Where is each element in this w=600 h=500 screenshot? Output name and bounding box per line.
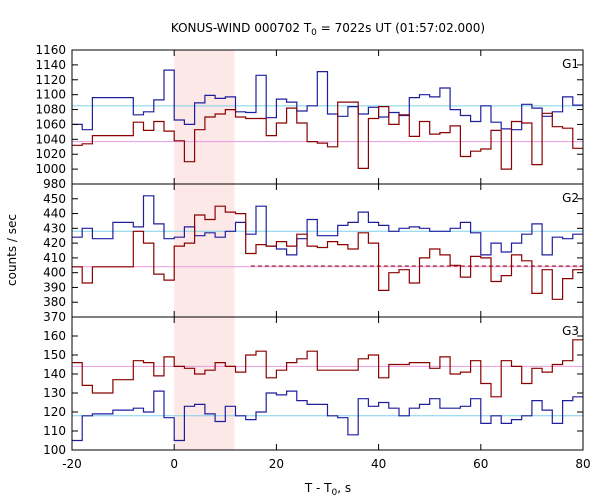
y-tick-label: 980: [43, 177, 66, 191]
x-tick-label: 20: [269, 457, 284, 471]
xlabel-main: T - T: [304, 481, 332, 495]
y-tick-label: 440: [43, 207, 66, 221]
title-subscript: 0: [311, 28, 317, 38]
y-tick-label: 1140: [35, 58, 66, 72]
y-tick-label: 420: [43, 236, 66, 250]
y-tick-label: 160: [43, 329, 66, 343]
y-tick-label: 100: [43, 443, 66, 457]
x-tick-label: 40: [371, 457, 386, 471]
y-tick-label: 390: [43, 280, 66, 294]
series-blue: [72, 390, 583, 442]
panel-g3: 100 110 120 130 140 150 160 G3: [43, 316, 584, 457]
y-tick-label: 1100: [35, 88, 66, 102]
title-main: KONUS-WIND 000702 T: [171, 21, 312, 35]
y-tick-label: 380: [43, 295, 66, 309]
y-axis-label: counts / sec: [5, 214, 19, 286]
y-tick-label: 1000: [35, 162, 66, 176]
x-tick-label: 0: [170, 457, 178, 471]
y-tick-label: 1020: [35, 147, 66, 161]
x-tick-label: 60: [473, 457, 488, 471]
y-tick-label: 370: [43, 310, 66, 324]
svg-text:T - T0, s: T - T0, s: [304, 481, 351, 498]
svg-text:KONUS-WIND 000702 T0 = 7022s U: KONUS-WIND 000702 T0 = 7022s UT (01:57:0…: [171, 21, 485, 38]
y-tick-label: 1040: [35, 132, 66, 146]
series-blue: [72, 195, 583, 256]
x-tick-label: 80: [575, 457, 590, 471]
y-tick-label: 430: [43, 221, 66, 235]
y-tick-label: 150: [43, 348, 66, 362]
y-tick-label: 1060: [35, 117, 66, 131]
y-tick-label: 400: [43, 266, 66, 280]
y-tick-label: 140: [43, 367, 66, 381]
panel-label: G2: [562, 191, 579, 205]
y-tick-label: 450: [43, 192, 66, 206]
y-tick-label: 1120: [35, 73, 66, 87]
y-tick-label: 130: [43, 386, 66, 400]
xlabel-subscript: 0: [332, 488, 338, 498]
x-tick-label: -20: [62, 457, 82, 471]
xlabel-rest: , s: [337, 481, 351, 495]
title-rest: = 7022s UT (01:57:02.000): [317, 21, 485, 35]
panel-frame: [71, 316, 584, 451]
y-tick-label: 120: [43, 405, 66, 419]
y-tick-label: 1080: [35, 103, 66, 117]
panels-layer: 980100010201040106010801100112011401160G…: [35, 43, 590, 471]
series-red: [72, 339, 583, 398]
panel-label: G1: [562, 57, 579, 71]
series-red: [72, 205, 583, 300]
x-axis-label: T - T0, s: [304, 481, 351, 498]
y-tick-label: 110: [43, 424, 66, 438]
chart-title: KONUS-WIND 000702 T0 = 7022s UT (01:57:0…: [171, 21, 485, 38]
panel-label: G3: [562, 324, 579, 338]
y-tick-label: 1160: [35, 43, 66, 57]
y-tick-label: 410: [43, 251, 66, 265]
series-red: [72, 101, 583, 170]
